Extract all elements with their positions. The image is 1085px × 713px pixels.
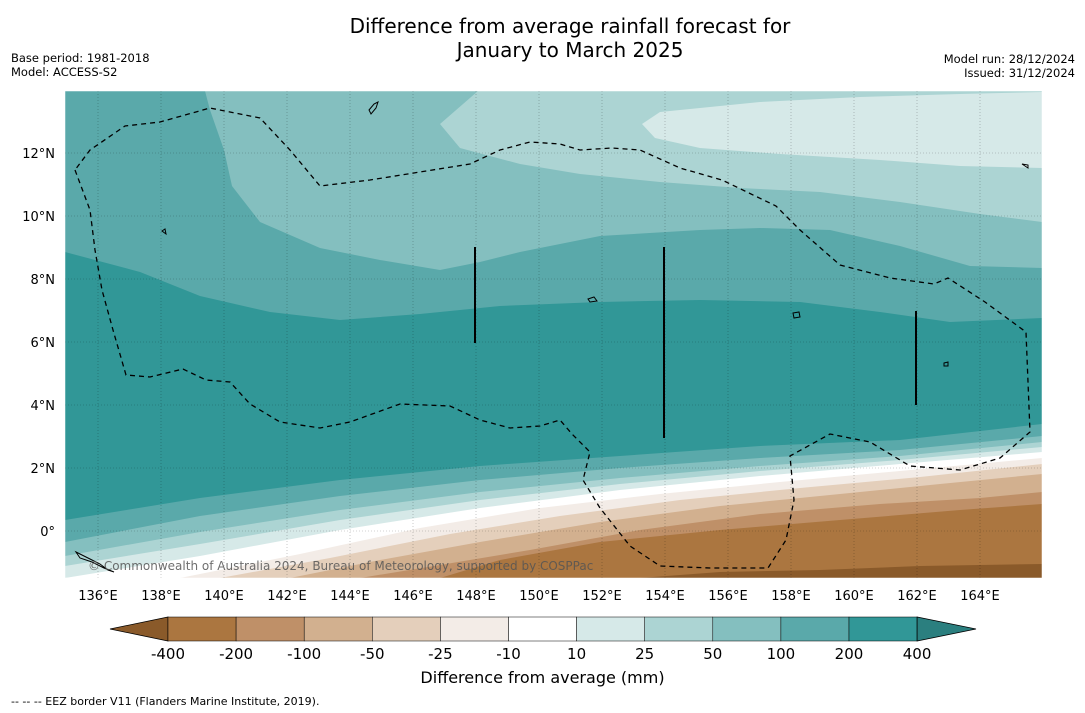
issued-text: Issued: 31/12/2024 [964, 66, 1075, 80]
lat-tick-label: 6°N [31, 336, 56, 351]
island-outline [1021, 163, 1029, 169]
colorbar-extend-low [109, 616, 169, 642]
colorbar-swatch [440, 616, 509, 642]
lon-tick-label: 150°E [519, 589, 559, 604]
island-outline [161, 228, 167, 236]
island-outline [587, 296, 598, 303]
colorbar-swatch [576, 616, 645, 642]
lon-tick-label: 152°E [582, 589, 622, 604]
colorbar-tick-label: -10 [496, 645, 521, 663]
meta-left: Base period: 1981-2018 Model: ACCESS-S2 [11, 51, 150, 79]
colorbar-tick-label: 25 [635, 645, 654, 663]
colorbar-tick-label: -200 [219, 645, 253, 663]
colorbar-tick-label: -25 [428, 645, 453, 663]
band-lt-neg400 [640, 564, 1042, 578]
colorbar-tick-label: -50 [360, 645, 385, 663]
colorbar-swatch [372, 616, 441, 642]
colorbar: -400 -200 -100 -50 -25 -10 10 25 50 100 200 400 [109, 616, 977, 663]
colorbar-swatch [235, 616, 305, 642]
band-10-25-north [642, 92, 1042, 168]
graticule [65, 91, 1042, 578]
lon-tick-label: 142°E [267, 589, 307, 604]
colorbar-tick-label: 100 [767, 645, 796, 663]
model-run-text: Model run: 28/12/2024 [943, 52, 1075, 66]
title-line-1: Difference from average rainfall forecas… [349, 14, 791, 38]
colorbar-swatch [780, 616, 850, 642]
lon-tick-label: 156°E [708, 589, 748, 604]
colorbar-swatch [303, 616, 373, 642]
colorbar-label: Difference from average (mm) [420, 668, 665, 687]
colorbar-tick-label: -100 [287, 645, 321, 663]
map-title: Difference from average rainfall forecas… [240, 14, 900, 62]
island-outline [943, 361, 949, 367]
lat-tick-label: 10°N [22, 210, 55, 225]
lat-tick-label: 12°N [22, 147, 55, 162]
lon-tick-label: 140°E [204, 589, 244, 604]
lat-tick-label: 8°N [31, 273, 56, 288]
colorbar-tick-label: 400 [903, 645, 932, 663]
lon-tick-label: 148°E [456, 589, 496, 604]
lon-tick-label: 136°E [78, 589, 118, 604]
lon-tick-label: 154°E [645, 589, 685, 604]
map-frame [64, 90, 1043, 579]
boundary-lines [474, 247, 917, 438]
copyright-text: © Commonwealth of Australia 2024, Bureau… [88, 559, 593, 573]
lon-tick-label: 164°E [960, 589, 1000, 604]
colorbar-tick-label: 50 [703, 645, 722, 663]
colorbar-tick-label: 10 [567, 645, 586, 663]
eez-footnote: -- -- -- EEZ border V11 (Flanders Marine… [11, 695, 320, 708]
island-outline [792, 311, 801, 319]
band-neg200-400 [440, 504, 1042, 578]
island-outline [74, 550, 115, 573]
title-line-2: January to March 2025 [456, 38, 684, 62]
colorbar-tick-label: -400 [151, 645, 185, 663]
lon-tick-label: 144°E [330, 589, 370, 604]
lat-tick-label: 0° [40, 525, 55, 540]
lon-tick-labels: 136°E 138°E 140°E 142°E 144°E 146°E 148°E 150°E… [78, 589, 1000, 604]
lat-tick-label: 2°N [31, 462, 56, 477]
colorbar-swatch [712, 616, 782, 642]
lat-tick-label: 4°N [31, 399, 56, 414]
colorbar-tick-label: 200 [835, 645, 864, 663]
colorbar-swatch [848, 616, 918, 642]
lon-tick-label: 158°E [771, 589, 811, 604]
lon-tick-label: 138°E [141, 589, 181, 604]
colorbar-swatch [167, 616, 237, 642]
meta-right: Model run: 28/12/2024 Issued: 31/12/2024 [944, 52, 1075, 80]
lon-tick-label: 160°E [834, 589, 874, 604]
map-field: © Commonwealth of Australia 2024, Bureau… [65, 91, 1042, 578]
colorbar-swatch [644, 616, 714, 642]
colorbar-swatch [508, 616, 577, 642]
islands [74, 101, 1029, 573]
model-text: Model: ACCESS-S2 [11, 65, 118, 79]
eez-border-north [74, 107, 1031, 569]
island-outline [368, 101, 379, 115]
lat-tick-labels: 12°N 10°N 8°N 6°N 4°N 2°N 0° [22, 147, 55, 540]
colorbar-extend-high [916, 616, 977, 642]
base-period-text: Base period: 1981-2018 [11, 51, 150, 65]
lon-tick-label: 162°E [897, 589, 937, 604]
lon-tick-label: 146°E [393, 589, 433, 604]
